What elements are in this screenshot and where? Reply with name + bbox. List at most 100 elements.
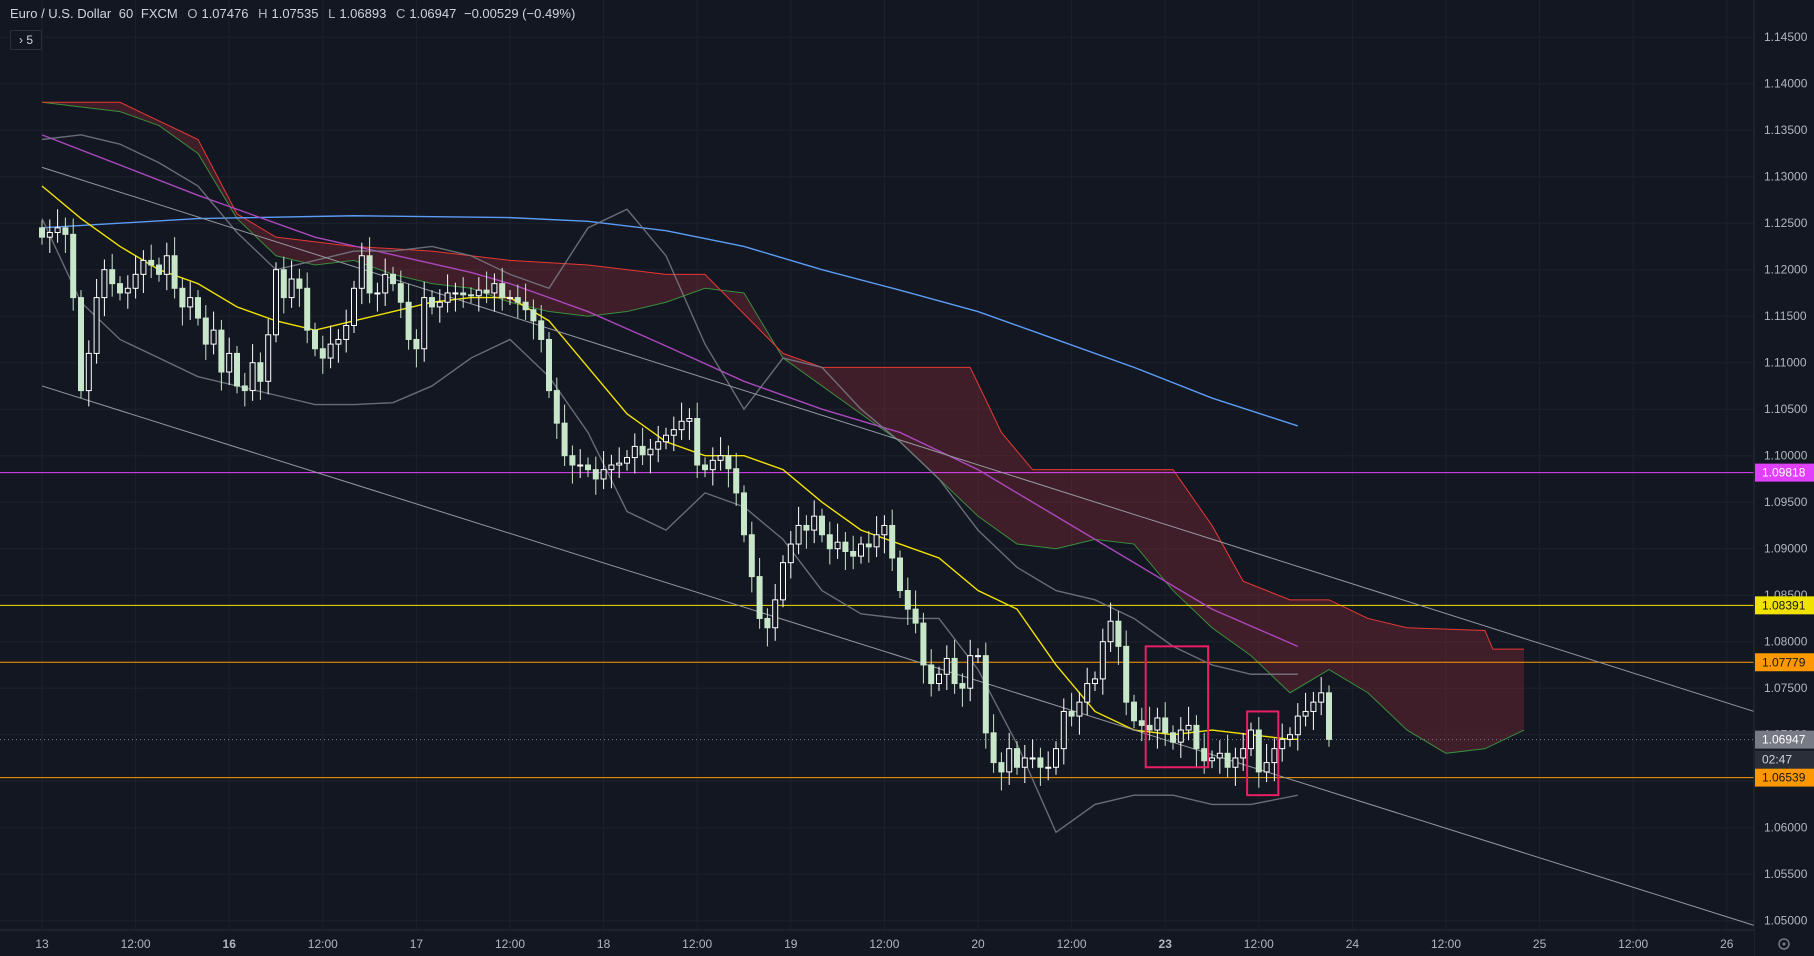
price-level-label: 1.09818	[1762, 466, 1806, 480]
candle-body	[897, 557, 903, 592]
candle	[39, 220, 45, 245]
last-price-label-bg	[1755, 730, 1814, 749]
price-level-label: 1.06539	[1762, 771, 1806, 785]
candle	[358, 242, 365, 305]
candle-body	[468, 294, 474, 297]
candle	[873, 516, 880, 558]
candle	[460, 277, 467, 308]
candle-body	[943, 657, 950, 675]
candle-body	[78, 297, 84, 392]
candle-body	[1045, 766, 1052, 769]
candle	[787, 531, 794, 579]
candle	[967, 639, 974, 702]
candle	[444, 274, 451, 313]
candle	[124, 275, 131, 309]
candle	[70, 218, 77, 311]
candle-body	[70, 233, 77, 299]
candle-body	[904, 590, 911, 610]
candle	[468, 287, 474, 304]
candle	[772, 584, 779, 641]
candle	[1138, 707, 1145, 742]
candle-body	[39, 227, 45, 238]
candle	[639, 427, 646, 465]
candle-body	[358, 255, 365, 289]
candle	[1162, 702, 1169, 746]
candle	[46, 219, 53, 253]
candle	[452, 282, 459, 312]
candle	[764, 608, 771, 647]
candle	[195, 290, 201, 326]
candle-body	[936, 673, 942, 685]
candle-body	[569, 455, 576, 466]
time-tick-label: 16	[223, 937, 237, 951]
candle-body	[1271, 748, 1278, 764]
candle	[920, 612, 927, 684]
candle	[928, 649, 935, 697]
candle	[257, 352, 264, 400]
candle-body	[990, 732, 997, 764]
price-axis: 1.14500 1.14000 1.13500 1.13000 1.12500 1.120…	[1753, 0, 1814, 956]
candle-body	[1099, 641, 1106, 680]
price-level-label: 1.07779	[1762, 655, 1806, 669]
candle	[546, 332, 552, 399]
symbol-legend: Euro / U.S. Dollar 60 FXCM O 1.07476 H 1.0…	[10, 6, 579, 21]
gear-icon-ring	[1778, 938, 1790, 950]
bar-countdown-label-bg	[1755, 750, 1814, 769]
candle	[530, 299, 537, 340]
candle-body	[1240, 748, 1247, 759]
candle	[1029, 739, 1036, 769]
candle	[140, 250, 147, 293]
candle-body	[530, 309, 537, 322]
candle-body	[452, 292, 459, 295]
candle	[163, 242, 170, 291]
gear-icon[interactable]	[1778, 938, 1790, 950]
price-tick-label: 1.13000	[1764, 170, 1808, 184]
price-tick-label: 1.05500	[1764, 867, 1808, 881]
symbol-name[interactable]: Euro / U.S. Dollar	[10, 6, 112, 21]
candle	[670, 416, 677, 452]
candle-body	[538, 320, 545, 340]
candle	[1123, 630, 1130, 716]
candle	[655, 425, 662, 463]
candle-body	[756, 576, 763, 619]
indicators-toggle-button[interactable]: › 5	[10, 30, 42, 50]
candle-body	[109, 269, 116, 285]
candle	[109, 253, 116, 297]
candle-body	[998, 762, 1005, 773]
candle	[748, 521, 755, 593]
candle	[234, 345, 240, 394]
candle-body	[873, 534, 880, 548]
candle	[608, 454, 615, 489]
candle-body	[1263, 762, 1270, 773]
candle-body	[46, 232, 53, 238]
candles	[39, 209, 1332, 791]
low-label: L	[328, 6, 336, 21]
close-value: 1.06947	[409, 6, 457, 21]
candle-body	[444, 292, 451, 303]
candle	[982, 642, 989, 749]
candle-body	[514, 297, 521, 303]
candle	[93, 279, 100, 364]
candle-body	[101, 269, 108, 299]
candle-body	[304, 287, 311, 331]
candle-body	[663, 434, 669, 443]
candle-body	[405, 301, 412, 340]
candle	[1255, 717, 1262, 788]
candle	[132, 255, 139, 299]
candle-body	[982, 655, 989, 734]
interval[interactable]: 60	[118, 6, 134, 21]
candle-body	[881, 524, 888, 536]
candle	[1326, 685, 1332, 747]
candle-body	[1209, 757, 1215, 762]
candle-body	[93, 297, 100, 354]
candle-body	[686, 418, 693, 422]
candle	[780, 555, 786, 608]
high-label: H	[258, 6, 268, 21]
candle	[1279, 723, 1286, 762]
price-tick-label: 1.09500	[1764, 495, 1808, 509]
candle-body	[507, 297, 513, 300]
candle-body	[343, 325, 350, 340]
candle	[811, 500, 818, 544]
candle-body	[592, 469, 599, 480]
